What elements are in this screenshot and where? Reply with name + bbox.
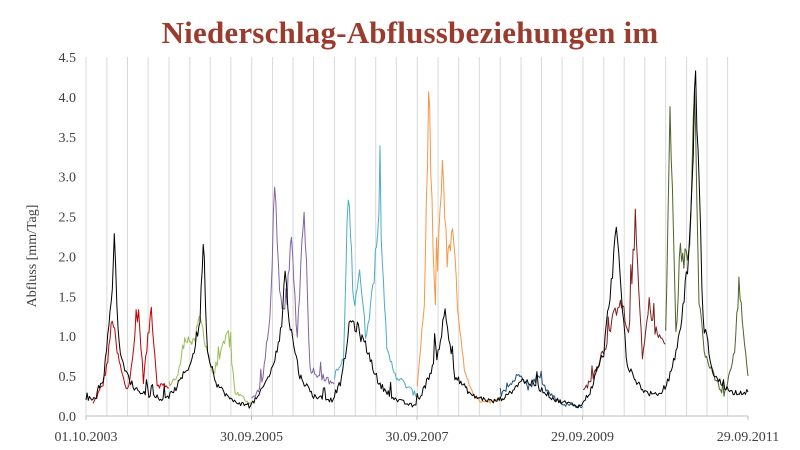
vertical-gridlines (85, 57, 729, 416)
y-tick-label: 1.0 (59, 330, 77, 345)
y-tick-label: 2.5 (59, 211, 77, 226)
x-tick-label: 29.09.2011 (717, 430, 779, 445)
y-tick-label: 1.5 (59, 290, 77, 305)
x-tick-label: 30.09.2005 (220, 430, 283, 445)
x-tick-label: 30.09.2007 (386, 430, 449, 445)
chart-title-line-1: Niederschlag-Abflussbeziehungen im (161, 15, 659, 50)
y-tick-label: 2.0 (59, 250, 77, 265)
simulated-line-1 (92, 306, 169, 404)
y-tick-label: 3.0 (59, 171, 77, 186)
y-tick-label: 0.0 (59, 410, 77, 425)
x-tick-label: 01.10.2003 (55, 430, 118, 445)
simulated-line-4 (334, 145, 417, 397)
observed-line (85, 70, 749, 409)
y-tick-label: 4.0 (59, 91, 77, 106)
simulated-line-3 (251, 186, 335, 399)
x-tick-label: 29.09.2009 (551, 430, 614, 445)
simulated-line-8 (665, 89, 749, 397)
y-tick-label: 0.5 (59, 370, 77, 385)
observed-series (85, 70, 749, 409)
simulated-line-6 (499, 370, 583, 409)
y-tick-label: 4.5 (59, 51, 77, 66)
y-axis-title: Abfluss [mm/Tag] (25, 205, 40, 308)
x-axis-ticks: 01.10.2003 30.09.2005 30.09.2007 29.09.2009… (55, 416, 779, 445)
y-tick-label: 3.5 (59, 131, 77, 146)
y-axis-ticks: 0.0 0.5 1.0 1.5 2.0 2.5 3.0 3.5 4.0 4.5 (59, 51, 77, 425)
